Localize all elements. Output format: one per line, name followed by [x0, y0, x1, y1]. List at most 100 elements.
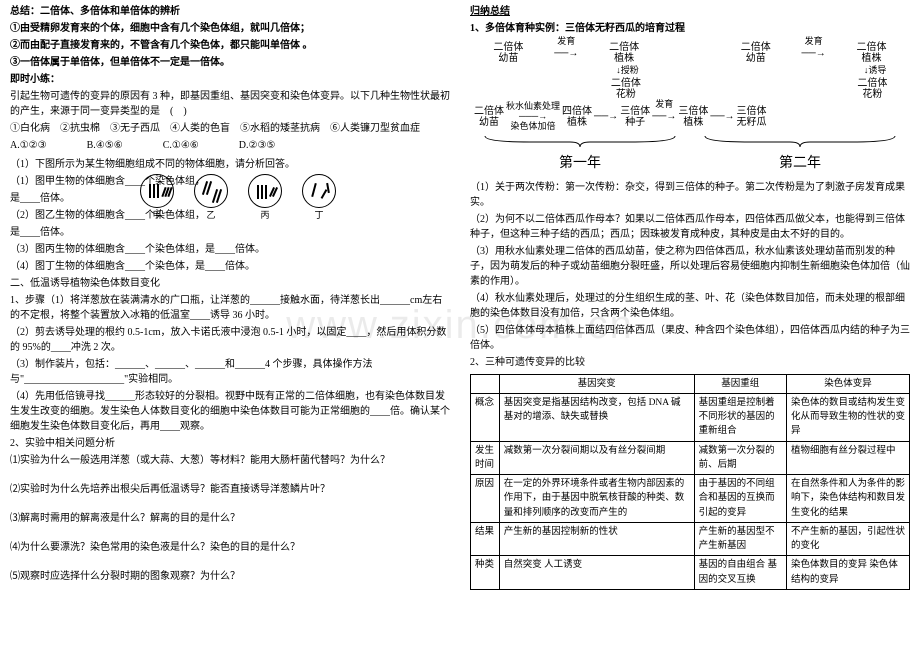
- opt-d: D.②③⑤: [239, 138, 276, 153]
- table-row: 结果 产生新的基因控制新的性状 产生新的基因型不产生新基因 不产生新的基因，引起…: [471, 522, 910, 556]
- cell-k: 种类: [471, 556, 500, 590]
- flow-m1: 二倍体幼苗: [474, 106, 504, 128]
- flow-m3: 四倍体植株: [562, 106, 592, 128]
- year-2: 第二年: [690, 153, 910, 174]
- cell-d-label: 丁: [302, 209, 336, 223]
- flow-m5: 三倍体植株: [678, 106, 708, 128]
- opt-a: A.①②③: [10, 138, 47, 153]
- cell-c: 在自然条件和人为条件的影响下，染色体结构和数目发生变化的结果: [787, 475, 910, 523]
- cell-c-wrap: 丙: [248, 174, 282, 223]
- cell-b: [194, 174, 228, 208]
- cell-k: 原因: [471, 475, 500, 523]
- arrow-m5: ──→: [710, 109, 734, 124]
- cell-c: [248, 174, 282, 208]
- sub2b: 是____倍体。: [10, 225, 220, 240]
- cell-a: 减数第一次分裂间期以及有丝分裂间期: [499, 441, 694, 475]
- brace-row: [470, 134, 910, 153]
- cell-c: 染色体数目的变异 染色体结构的变异: [787, 556, 910, 590]
- opt-c: C.①④⑥: [163, 138, 199, 153]
- cell-a: [140, 174, 174, 208]
- q2b1: ⑴实验为什么一般选用洋葱（或大蒜、大葱）等材料？能用大肠杆菌代替吗？为什么？: [10, 453, 450, 468]
- summary-title: 总结：二倍体、多倍体和单倍体的辨析: [10, 4, 450, 19]
- th-0: [471, 374, 500, 393]
- year-row: 第一年 第二年: [470, 153, 910, 174]
- cell-k: 概念: [471, 393, 500, 441]
- table-row: 种类 自然突变 人工诱变 基因的自由组合 基因的交叉互换 染色体数目的变异 染色…: [471, 556, 910, 590]
- r1: 1、多倍体育种实例：三倍体无籽西瓜的培育过程: [470, 21, 910, 36]
- r4: （3）用秋水仙素处理二倍体的西瓜幼苗，使之称为四倍体西瓜，秋水仙素该处理幼苗而别…: [470, 244, 910, 289]
- cell-b: 基因重组是控制着不同形状的基因的重新组合: [694, 393, 786, 441]
- summary-p2: ②而由配子直接发育来的，不管含有几个染色体，都只能叫单倍体 。: [10, 38, 450, 53]
- s2-3: （3）制作装片，包括：______、______、______和______4 …: [10, 357, 450, 387]
- sub4: （4）图丁生物的体细胞含____个染色体，是____倍体。: [10, 259, 450, 274]
- q1-options: A.①②③ B.④⑤⑥ C.①④⑥ D.②③⑤: [10, 138, 450, 153]
- cell-c: 染色体的数目或结构发生变化从而导致生物的性状的变异: [787, 393, 910, 441]
- cell-c: 不产生新的基因，引起性状的变化: [787, 522, 910, 556]
- brace-1: [470, 134, 690, 153]
- comparison-table: 基因突变 基因重组 染色体变异 概念 基因突变是指基因结构改变，包括 DNA 碱…: [470, 374, 910, 590]
- cell-a: 基因突变是指基因结构改变，包括 DNA 碱基对的增添、缺失或替换: [499, 393, 694, 441]
- q2b2: ⑵实验时为什么先培养出根尖后再低温诱导？能否直接诱导洋葱鳞片叶？: [10, 482, 450, 497]
- flow-m4: 三倍体种子: [620, 106, 650, 128]
- year-1: 第一年: [470, 153, 690, 174]
- opt-b: B.④⑤⑥: [87, 138, 123, 153]
- r3: （2）为何不以二倍体西瓜作母本？如果以二倍体西瓜作母本，四倍体西瓜做父本，也能得…: [470, 212, 910, 242]
- cell-c-label: 丙: [248, 209, 282, 223]
- cell-d: [302, 174, 336, 208]
- summary-p3: ③一倍体属于单倍体，但单倍体不一定是一倍体。: [10, 55, 450, 70]
- flow-shoufen-1: ↓授粉: [616, 66, 639, 76]
- flow-m2: 秋水仙素处理───→染色体加倍: [506, 102, 560, 132]
- arrow-m3: ──→: [594, 109, 618, 124]
- flow-n3: 二倍体幼苗: [741, 42, 771, 64]
- cell-b-wrap: 乙: [194, 174, 228, 223]
- q2b3: ⑶解离时需用的解离液是什么？解离的目的是什么？: [10, 511, 450, 526]
- s2-4: （4）先用低倍镜寻找______形态较好的分裂相。视野中既有正常的二倍体细胞，也…: [10, 389, 450, 434]
- s2-1: 1、步骤（1）将洋葱放在装满清水的广口瓶，让洋葱的______接触水面，待洋葱长…: [10, 293, 450, 323]
- arrow-2: 发育──→: [802, 46, 826, 61]
- flow-n4: 二倍体植株: [857, 42, 887, 64]
- th-2: 基因重组: [694, 374, 786, 393]
- q1-items: ①白化病 ②抗虫棉 ③无子西瓜 ④人类的色盲 ⑤水稻的矮茎抗病 ⑥人类镰刀型贫血…: [10, 121, 450, 136]
- flow-m6: 三倍体无籽瓜: [737, 106, 767, 128]
- flow-n5: 二倍体花粉: [611, 78, 641, 100]
- r5: （4）秋水仙素处理后，处理过的分生组织生成的茎、叶、花（染色体数目加倍，而未处理…: [470, 291, 910, 321]
- sec2-title: 二、低温诱导植物染色体数目变化: [10, 276, 450, 291]
- cell-b: 由于基因的不同组合和基因的互换而引起的变异: [694, 475, 786, 523]
- table-row: 原因 在一定的外界环境条件或者生物内部因素的作用下，由于基因中脱氧核苷酸的种类、…: [471, 475, 910, 523]
- flow-n1: 二倍体幼苗: [493, 42, 523, 64]
- table-header-row: 基因突变 基因重组 染色体变异: [471, 374, 910, 393]
- cell-a: 产生新的基因控制新的性状: [499, 522, 694, 556]
- cell-b: 产生新的基因型不产生新基因: [694, 522, 786, 556]
- gn-title: 归纳总结: [470, 4, 910, 19]
- q2b5: ⑸观察时应选择什么分裂时期的图象观察？为什么？: [10, 569, 450, 584]
- sec2t: 2、三种可遗传变异的比较: [470, 355, 910, 370]
- th-3: 染色体变异: [787, 374, 910, 393]
- cell-k: 发生时间: [471, 441, 500, 475]
- arrow-1: 发育──→: [554, 46, 578, 61]
- cell-b: 基因的自由组合 基因的交叉互换: [694, 556, 786, 590]
- table-body: 概念 基因突变是指基因结构改变，包括 DNA 碱基对的增添、缺失或替换 基因重组…: [471, 393, 910, 589]
- cell-d-wrap: 丁: [302, 174, 336, 223]
- q1-stem: 引起生物可遗传的变异的原因有 3 种，即基因重组、基因突变和染色体变异。以下几种…: [10, 89, 450, 119]
- s2-2: （2）剪去诱导处理的根约 0.5-1cm，放入卡诺氏液中浸泡 0.5-1 小时，…: [10, 325, 450, 355]
- sub3: （3）图丙生物的体细胞含____个染色体组，是____倍体。: [10, 242, 450, 257]
- cell-b: 减数第一次分裂的前、后期: [694, 441, 786, 475]
- th-1: 基因突变: [499, 374, 694, 393]
- cell-a-wrap: 甲: [140, 174, 174, 223]
- cell-c: 植物细胞有丝分裂过程中: [787, 441, 910, 475]
- table-row: 发生时间 减数第一次分裂间期以及有丝分裂间期 减数第一次分裂的前、后期 植物细胞…: [471, 441, 910, 475]
- right-column: 归纳总结 1、多倍体育种实例：三倍体无籽西瓜的培育过程 二倍体幼苗 发育──→ …: [460, 0, 920, 650]
- cell-a: 自然突变 人工诱变: [499, 556, 694, 590]
- brace-2: [690, 134, 910, 153]
- cell-b-label: 乙: [194, 209, 228, 223]
- cell-k: 结果: [471, 522, 500, 556]
- r6: （5）四倍体体母本植株上面结四倍体西瓜（果皮、种含四个染色体组），四倍体西瓜内结…: [470, 323, 910, 353]
- sec2b-title: 2、实验中相关问题分析: [10, 436, 450, 451]
- r2: （1）关于两次传粉：第一次传粉：杂交，得到三倍体的种子。第二次传粉是为了刺激子房…: [470, 180, 910, 210]
- flow-n6: 二倍体花粉: [857, 78, 887, 100]
- cell-a-label: 甲: [140, 209, 174, 223]
- summary-p1: ①由受精卵发育来的个体，细胞中含有几个染色体组，就叫几倍体；: [10, 21, 450, 36]
- cell-a: 在一定的外界环境条件或者生物内部因素的作用下，由于基因中脱氧核苷酸的种类、数量和…: [499, 475, 694, 523]
- q2-stem: （1）下图所示为某生物细胞组成不同的物体细胞，请分析回答。: [10, 157, 450, 172]
- q2b4: ⑷为什么要漂洗？染色常用的染色液是什么？染色的目的是什么？: [10, 540, 450, 555]
